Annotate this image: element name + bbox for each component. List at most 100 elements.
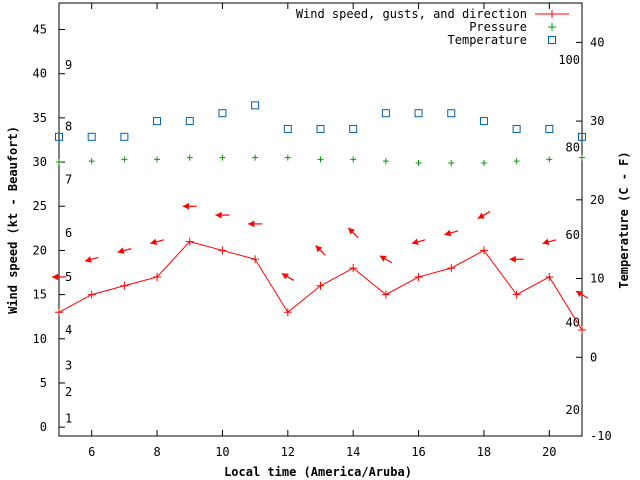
y-right-tick-label: 30 — [590, 114, 604, 128]
y-axis-label-left: Wind speed (kt - Beaufort) — [6, 126, 20, 314]
legend: Wind speed, gusts, and direction Pressur… — [296, 7, 569, 47]
temperature-point — [381, 109, 390, 118]
temperature-point — [87, 132, 96, 141]
y-left-tick-label: 45 — [33, 23, 47, 37]
wind-direction-arrow — [248, 220, 263, 228]
temperature-point — [218, 109, 227, 118]
pressure-point — [154, 156, 161, 163]
y-left-tick-label: 10 — [33, 332, 47, 346]
wind-direction-arrow — [542, 238, 557, 246]
y-right-tick-label: 40 — [590, 35, 604, 49]
wind-speed-point — [153, 272, 162, 281]
y-left-tick-label: 40 — [33, 67, 47, 81]
wind-direction-arrow — [477, 211, 491, 220]
legend-label-pressure: Pressure — [469, 20, 527, 34]
fahrenheit-label: 20 — [566, 403, 580, 417]
temperature-point — [578, 132, 586, 141]
wind-arrow-head — [248, 220, 255, 228]
wind-arrow-head — [281, 273, 289, 280]
temperature-point — [545, 124, 554, 133]
beaufort-label: 1 — [65, 411, 72, 425]
wind-direction-arrow — [215, 211, 230, 219]
pressure-point — [480, 159, 487, 166]
beaufort-label: 6 — [65, 226, 72, 240]
pressure-point — [448, 159, 455, 166]
wind-speed-point — [218, 246, 227, 255]
wind-direction-arrow — [150, 238, 164, 246]
beaufort-label: 7 — [65, 173, 72, 187]
fahrenheit-label: 100 — [558, 53, 580, 67]
wind-speed-point — [87, 290, 96, 299]
wind-arrow-head — [150, 238, 158, 246]
wind-direction-arrow — [347, 227, 359, 239]
beaufort-label: 5 — [65, 270, 72, 284]
wind-arrow-head — [348, 227, 355, 235]
wind-speed-point — [447, 264, 456, 273]
temperature-point — [316, 124, 325, 133]
wind-speed-point — [185, 237, 194, 246]
wind-speed-point — [479, 246, 488, 255]
fahrenheit-label: 60 — [566, 228, 580, 242]
pressure-point — [121, 156, 128, 163]
wind-direction-arrow — [315, 245, 326, 256]
axis-ticks: 6 8 10 12 14 16 18 2005101520253035404512345678… — [33, 3, 612, 459]
wind-arrow-head — [182, 202, 189, 210]
wind-direction-arrow — [444, 229, 459, 237]
wind-arrow-head — [411, 238, 419, 246]
x-tick-label: 14 — [346, 445, 360, 459]
temperature-point — [185, 117, 194, 126]
wind-direction-arrow — [411, 238, 426, 246]
beaufort-label: 3 — [65, 358, 72, 372]
y-right-tick-label: 10 — [590, 272, 604, 286]
legend-mark-temperature — [548, 36, 556, 44]
y-right-tick-label: 20 — [590, 193, 604, 207]
y-axis-label-right: Temperature (C - F) — [617, 151, 631, 288]
temperature-point — [120, 132, 129, 141]
pressure-point — [382, 158, 389, 165]
pressure-point — [219, 154, 226, 161]
legend-mark-wind — [548, 10, 556, 18]
legend-label-temperature: Temperature — [448, 33, 527, 47]
y-left-tick-label: 15 — [33, 288, 47, 302]
temperature-point — [55, 132, 63, 141]
wind-arrow-head — [542, 238, 550, 246]
x-tick-label: 8 — [153, 445, 160, 459]
pressure-point — [252, 154, 259, 161]
wind-direction-arrow — [379, 255, 393, 264]
wind-speed-point — [55, 308, 63, 317]
pressure-point — [415, 159, 422, 166]
wind-speed-point — [512, 290, 521, 299]
temperature-point — [414, 109, 423, 118]
wind-series — [52, 202, 589, 334]
temperature-point — [251, 101, 260, 110]
y-left-tick-label: 25 — [33, 199, 47, 213]
wind-direction-arrow — [575, 290, 589, 299]
beaufort-label: 8 — [65, 120, 72, 134]
wind-arrow-head — [379, 255, 387, 262]
wind-speed-point — [381, 290, 390, 299]
x-axis-label: Local time (America/Aruba) — [224, 465, 412, 479]
wind-speed-point — [283, 308, 292, 317]
wind-speed-point — [316, 281, 325, 290]
pressure-point — [350, 156, 357, 163]
pressure-point — [186, 154, 193, 161]
beaufort-label: 9 — [65, 58, 72, 72]
x-tick-label: 18 — [477, 445, 491, 459]
y-left-tick-label: 0 — [40, 420, 47, 434]
y-left-tick-label: 5 — [40, 376, 47, 390]
wind-arrow-head — [52, 273, 59, 281]
wind-direction-arrow — [509, 255, 524, 263]
temperature-point — [283, 124, 292, 133]
x-tick-label: 6 — [88, 445, 95, 459]
pressure-point — [546, 156, 553, 163]
wind-speed-point — [251, 255, 260, 264]
wind-direction-arrow — [84, 256, 99, 263]
x-tick-label: 12 — [281, 445, 295, 459]
temperature-point — [479, 117, 488, 126]
pressure-point — [317, 156, 324, 163]
wind-arrow-head — [444, 229, 452, 237]
wind-arrow-head — [477, 212, 485, 219]
y-right-tick-label: -10 — [590, 429, 612, 443]
pressure-point — [88, 158, 95, 165]
wind-speed-point — [120, 281, 129, 290]
